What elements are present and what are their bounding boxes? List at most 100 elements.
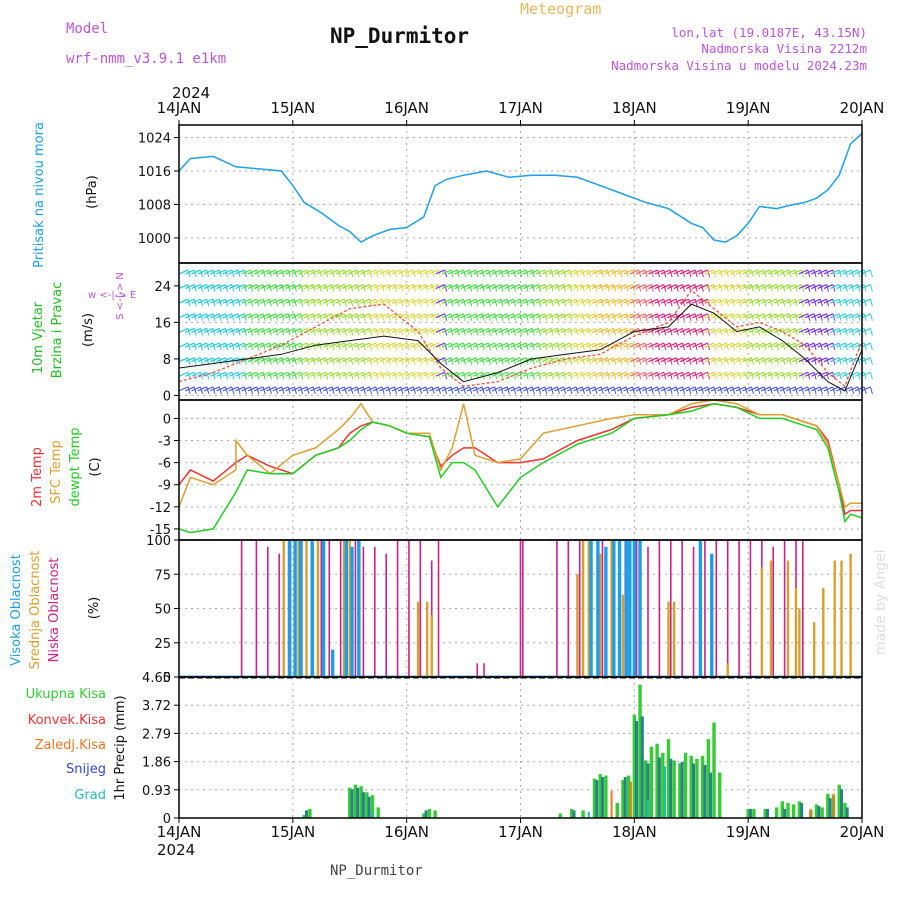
wind-barb — [798, 313, 809, 319]
wind-barb-flag — [469, 386, 473, 395]
wind-barb-flag — [588, 299, 592, 307]
snow-bar — [304, 810, 308, 818]
wind-barb-flag — [669, 284, 673, 292]
wind-barb — [767, 357, 777, 363]
wind-barb — [842, 342, 852, 348]
wind-barb — [761, 284, 771, 290]
wind-barb — [429, 313, 439, 319]
wind-barb-flag — [450, 313, 454, 321]
wind-barb-flag — [801, 328, 805, 336]
wind-barb-flag — [450, 299, 454, 307]
wind-barb — [504, 342, 514, 348]
wind-barb-flag — [494, 342, 498, 351]
wind-barb — [485, 313, 496, 319]
temp-unit: (C) — [88, 457, 103, 476]
wind-barb — [541, 284, 552, 290]
wind-barb-flag — [312, 328, 316, 336]
wind-barb-flag — [506, 342, 510, 351]
wind-barb — [585, 371, 596, 377]
station-title: NP_Durmitor — [330, 24, 469, 48]
low-cloud-bar — [483, 663, 485, 677]
wind-barb-flag — [312, 284, 316, 292]
y-tick-label: -6 — [158, 457, 171, 472]
total-precip-bar — [422, 813, 426, 818]
wind-barb-flag — [312, 342, 316, 351]
snow-bar — [600, 777, 604, 818]
wind-barb-flag — [425, 299, 429, 307]
wind-barb — [435, 386, 445, 392]
wind-barb-flag — [575, 342, 579, 351]
wind-barb-flag — [575, 313, 579, 321]
wind-barb — [673, 298, 683, 304]
high-cloud-bar — [344, 540, 349, 677]
wind-barb — [410, 298, 420, 304]
pressure-line — [178, 132, 863, 244]
wind-barb — [516, 386, 527, 392]
wind-barb — [629, 357, 640, 363]
wind-barb — [247, 269, 258, 275]
wind-barb-flag — [431, 372, 435, 380]
wind-barb-flag — [650, 313, 654, 321]
wind-barb — [548, 371, 558, 377]
wind-barb-flag — [444, 284, 448, 292]
wind-barb — [460, 284, 470, 290]
wind-barb-flag — [788, 386, 792, 395]
wind-barb-flag — [381, 313, 385, 321]
wind-barb — [504, 269, 514, 275]
wind-barb-flag — [757, 342, 761, 351]
y-tick-label: 1024 — [138, 132, 171, 147]
wind-barb — [397, 298, 408, 304]
wind-barb — [379, 371, 389, 377]
wind-barb — [598, 342, 608, 348]
wind-barb-flag — [462, 284, 466, 292]
wind-barb-flag — [657, 299, 661, 307]
wind-barb-flag — [782, 313, 786, 321]
wind-barb-flag — [657, 342, 661, 351]
wind-barb — [354, 284, 364, 290]
wind-barb-flag — [776, 357, 779, 365]
wind-barb-flag — [738, 328, 742, 336]
wind-barb — [529, 371, 539, 377]
wind-barb — [479, 342, 489, 348]
wind-barb-flag — [738, 284, 742, 292]
wind-barb-flag — [325, 357, 329, 365]
wind-barb — [617, 327, 627, 333]
wind-barb — [529, 386, 539, 392]
wind-barb — [560, 313, 571, 319]
wind-barb-flag — [400, 357, 404, 365]
wind-barb — [679, 327, 690, 333]
wind-barb-flag — [444, 313, 448, 321]
model-label: Model — [66, 21, 108, 37]
wind-barb — [529, 327, 539, 333]
low-cloud-bar — [396, 540, 399, 677]
mid-cloud-bar — [348, 540, 351, 677]
wind-barb — [322, 327, 333, 333]
wind-barb-flag — [619, 372, 623, 380]
wind-barb — [804, 371, 815, 377]
wind-barb-flag — [318, 386, 322, 395]
wind-barb-flag — [544, 328, 548, 336]
wind-barb-flag — [337, 386, 341, 395]
wind-barb — [748, 386, 758, 392]
wind-barb-flag — [425, 386, 429, 395]
wind-barb — [710, 269, 721, 275]
wind-barb — [185, 371, 195, 377]
wind-barb-flag — [519, 269, 523, 278]
wind-barb — [397, 371, 408, 377]
wind-barb-flag — [256, 386, 260, 395]
top-date-label: 14JAN — [157, 99, 202, 117]
wind-barb — [491, 371, 502, 377]
wind-barb — [604, 386, 614, 392]
y-tick-label: 3.72 — [142, 699, 171, 714]
wind-barb-flag — [300, 313, 304, 321]
wind-barb — [660, 386, 671, 392]
wind-barb-flag — [738, 299, 742, 307]
wind-barb — [397, 327, 408, 333]
wind-barb — [529, 342, 539, 348]
wind-barb — [228, 327, 239, 333]
wind-barb — [391, 284, 402, 290]
wind-barb-flag — [187, 313, 191, 321]
wind-barb — [466, 284, 477, 290]
wind-barb — [735, 269, 746, 275]
wind-barb-flag — [431, 328, 435, 336]
